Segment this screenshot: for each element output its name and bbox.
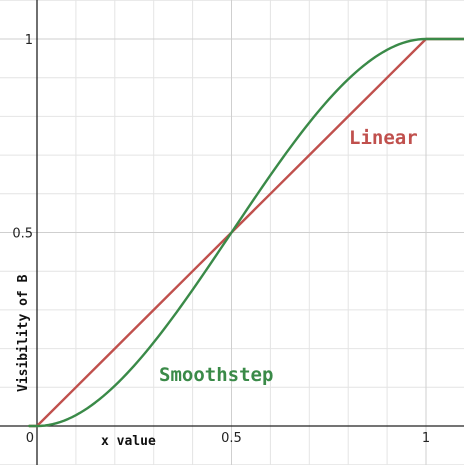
y-axis-title: Visibility of B — [16, 274, 31, 392]
series-lines — [28, 37, 464, 428]
series-line-smoothstep — [28, 37, 464, 428]
x-axis-title: x value — [101, 434, 156, 449]
y-tick-label: 0.5 — [12, 227, 33, 242]
series-label-smoothstep: Smoothstep — [159, 364, 273, 386]
series-label-linear: Linear — [349, 127, 418, 149]
x-tick-label: 0 — [26, 431, 34, 446]
x-tick-label: 0.5 — [221, 431, 242, 446]
x-tick-label: 1 — [422, 431, 430, 446]
tick-labels: 0 0.5 1 0.5 1 — [12, 33, 430, 446]
y-tick-label: 1 — [25, 33, 33, 48]
